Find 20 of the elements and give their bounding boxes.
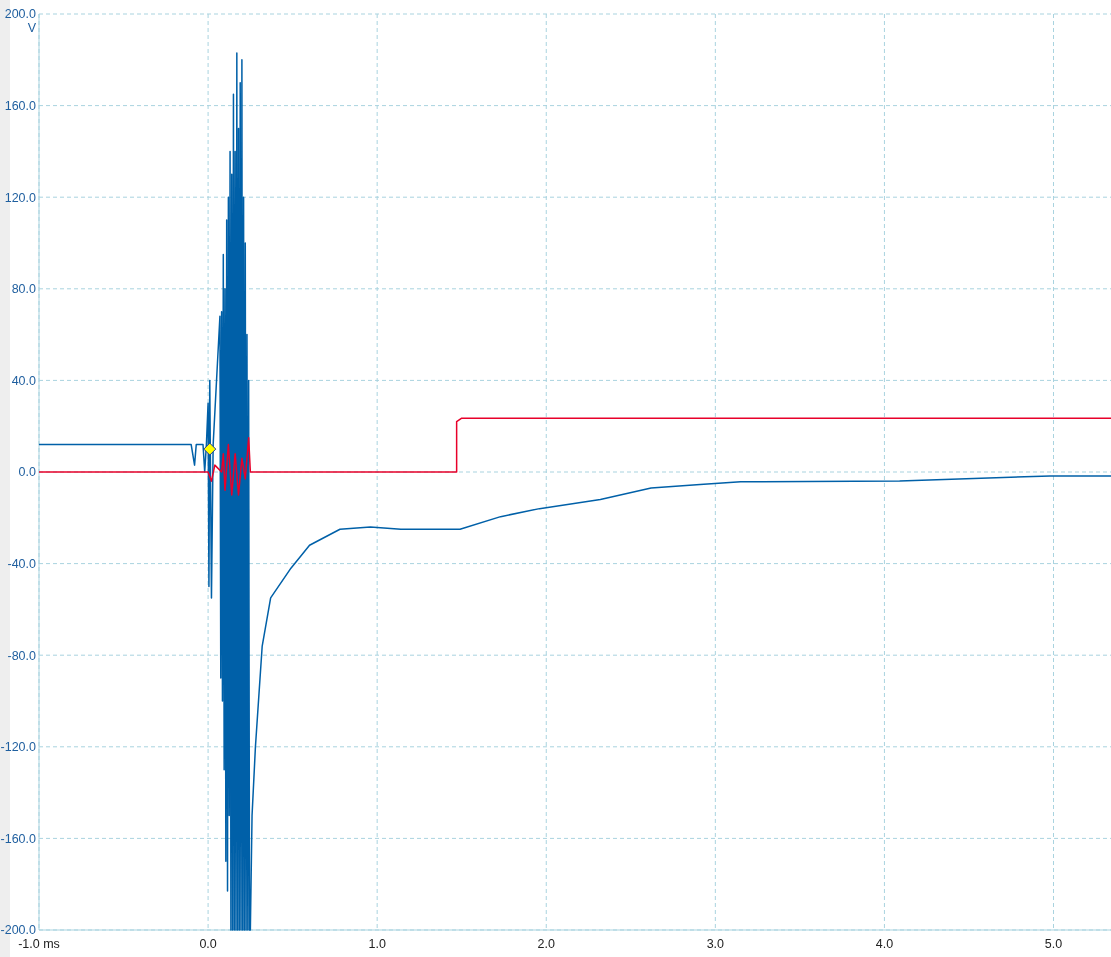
y-tick-label: -80.0	[7, 648, 37, 663]
y-tick-label: -40.0	[7, 556, 37, 571]
x-tick-label: 5.0	[1044, 937, 1063, 951]
y-tick-label: -200.0	[0, 923, 37, 938]
x-tick-label: 0.0	[199, 937, 217, 951]
y-tick-label: 80.0	[11, 282, 37, 297]
y-tick-label: 40.0	[11, 373, 37, 388]
y-tick-label: 120.0	[4, 190, 37, 205]
x-tick-label: -1.0 ms	[18, 937, 60, 951]
y-tick-label: 200.0	[4, 7, 37, 22]
x-tick-label: 1.0	[368, 937, 386, 951]
x-tick-label: 2.0	[537, 937, 555, 951]
y-tick-label: -120.0	[0, 740, 37, 755]
y-axis-title: V	[27, 21, 37, 35]
y-tick-label: 160.0	[4, 98, 37, 113]
y-tick-label: 0.0	[18, 465, 37, 480]
x-tick-label: 3.0	[706, 937, 725, 951]
x-tick-label: 4.0	[875, 937, 894, 951]
y-tick-label: -160.0	[0, 831, 37, 846]
line-series	[38, 417, 1111, 496]
